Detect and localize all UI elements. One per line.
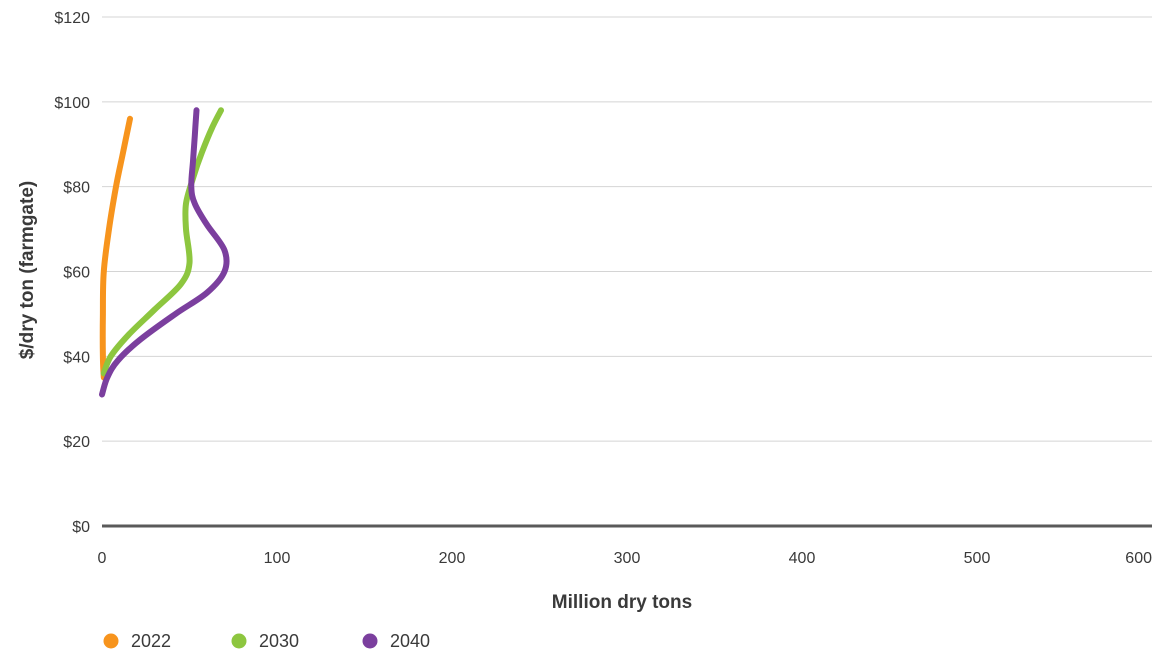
x-axis-title: Million dry tons [552,592,692,613]
tick-labels: $0 $20 $40 $60 $80 $100 $120 0 100 200 300 400 500 60… [54,10,1152,567]
legend-swatch [103,633,119,649]
y-axis-title: $/dry ton (farmgate) [17,181,38,359]
legend: 2022 2030 2040 [103,631,430,651]
x-tick-label: 100 [264,550,291,567]
gridlines [102,16,1152,442]
legend-label: 2030 [259,631,299,651]
x-tick-label: 600 [1125,550,1152,567]
series-line-2040 [99,107,230,398]
y-tick-label: $20 [63,434,90,451]
legend-swatch [231,633,247,649]
x-tick-label: 200 [439,550,466,567]
legend-item-2022: 2022 [103,631,171,651]
series-lines [99,107,230,398]
x-tick-label: 300 [614,550,641,567]
legend-item-2040: 2040 [362,631,430,651]
legend-swatch [362,633,378,649]
y-tick-label: $40 [63,349,90,366]
y-tick-label: $100 [54,95,90,112]
series-line-2022 [99,115,133,381]
x-tick-label: 400 [789,550,816,567]
legend-item-2030: 2030 [231,631,299,651]
x-tick-label: 0 [98,550,107,567]
series-line-2030 [100,107,224,377]
x-tick-label: 500 [964,550,991,567]
legend-label: 2022 [131,631,171,651]
y-tick-label: $120 [54,10,90,27]
y-tick-label: $60 [63,265,90,282]
y-tick-label: $0 [72,519,90,536]
legend-label: 2040 [390,631,430,651]
y-tick-label: $80 [63,180,90,197]
